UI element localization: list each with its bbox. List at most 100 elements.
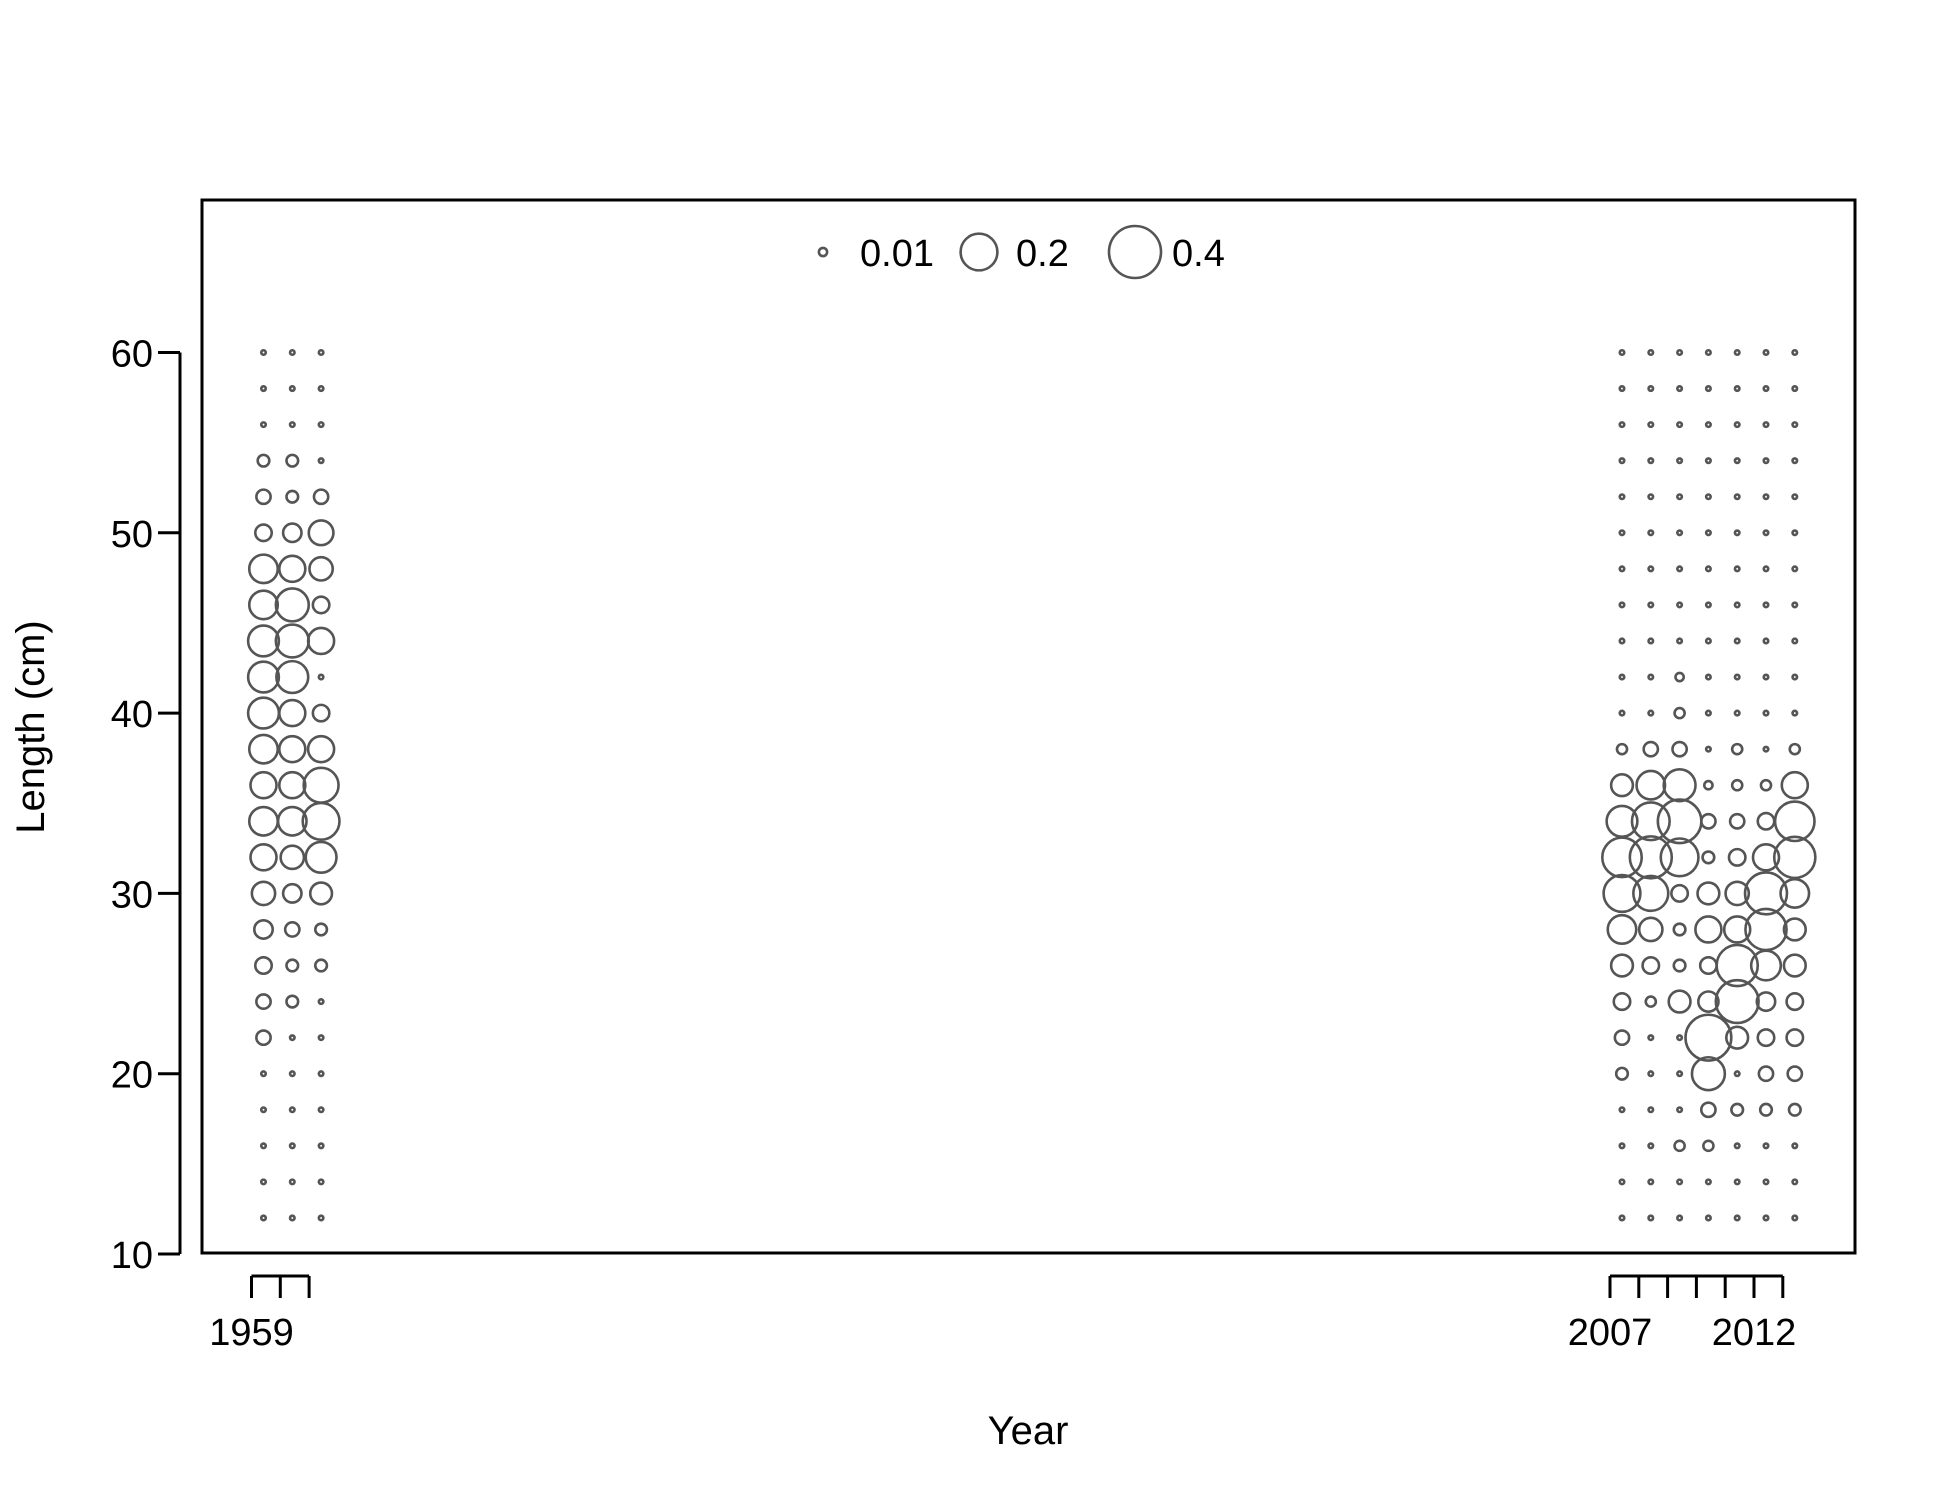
bubble (1618, 385, 1626, 393)
bubble (1762, 493, 1770, 501)
bubble (1647, 709, 1655, 717)
bubble (274, 623, 311, 659)
bubble (1762, 1178, 1770, 1186)
bubble (1615, 742, 1629, 756)
bubble (1676, 1106, 1684, 1114)
bubble (288, 348, 296, 357)
bubble (1791, 673, 1799, 681)
bubble (1618, 673, 1626, 681)
bubble (1780, 770, 1810, 800)
bubble (1704, 601, 1712, 609)
bubble (275, 659, 310, 695)
bubble (1762, 421, 1770, 429)
bubble (1759, 778, 1773, 792)
bubble (1733, 1178, 1741, 1186)
bubble (277, 770, 307, 800)
bubble (1704, 709, 1712, 717)
bubble (1647, 637, 1655, 645)
y-tick-label: 20 (111, 1055, 153, 1097)
bubble (1772, 835, 1817, 880)
bubble (1659, 837, 1700, 878)
bubble (1609, 953, 1635, 978)
bubble (1730, 742, 1744, 756)
bubble (1602, 873, 1642, 914)
bubble (317, 1034, 325, 1042)
bubble (250, 880, 277, 907)
bubble (249, 843, 278, 872)
plot-frame (200, 198, 1857, 1255)
legend-bubble (959, 232, 999, 272)
bubble (1613, 1029, 1631, 1047)
bubble (255, 1029, 272, 1047)
bubble (1618, 1106, 1626, 1114)
bubble (1725, 1025, 1750, 1050)
bubble (1782, 917, 1807, 942)
bubble (1785, 992, 1805, 1012)
y-axis: 10 20 30 40 50 60 (111, 334, 182, 1277)
bubble (1628, 835, 1674, 880)
bubble (317, 457, 325, 465)
bubble (1715, 943, 1760, 988)
bubble (259, 1178, 268, 1186)
bubble (311, 703, 331, 723)
bubble (1647, 565, 1655, 573)
bubble (274, 587, 311, 623)
bubble (1724, 880, 1751, 907)
bubble (1714, 978, 1760, 1025)
bubble (1676, 1178, 1684, 1186)
bubble (1704, 745, 1712, 753)
bubble (1647, 457, 1655, 465)
bubble (288, 1142, 296, 1150)
bubble (1641, 955, 1661, 976)
bubble (285, 489, 300, 504)
bubble (285, 958, 300, 973)
bubble (1791, 565, 1799, 573)
bubble (317, 1214, 325, 1222)
bubble (1788, 742, 1802, 756)
bubble (1733, 457, 1741, 465)
bubble (1779, 877, 1811, 909)
bubble (288, 421, 296, 429)
bubble (1722, 915, 1752, 944)
bubble (247, 733, 280, 765)
bubble (1618, 1214, 1626, 1222)
bubble (304, 840, 338, 875)
bubble (313, 922, 329, 937)
bubble (317, 421, 325, 429)
bubble (288, 385, 296, 393)
bubble (1756, 811, 1776, 831)
bubble (256, 453, 271, 468)
bubble (1662, 767, 1697, 803)
bubble (306, 626, 336, 656)
bubble (277, 734, 307, 764)
bubble (1704, 348, 1712, 357)
bubble (1791, 1214, 1799, 1222)
bubble (1791, 709, 1799, 717)
bubble (1676, 457, 1684, 465)
bubble (317, 1070, 325, 1078)
bubble (1704, 1178, 1712, 1186)
bubble (1755, 991, 1777, 1013)
bubble (253, 955, 274, 976)
bubble (1762, 1142, 1770, 1150)
bubble (1791, 1142, 1799, 1150)
bubble (259, 1070, 268, 1078)
bubble (1733, 493, 1741, 501)
bubble (1698, 955, 1718, 976)
bubble (1618, 493, 1626, 501)
bubble (1704, 529, 1712, 537)
bubble (285, 994, 300, 1009)
bubble (1791, 457, 1799, 465)
bubble (1782, 953, 1807, 978)
bubble (255, 993, 272, 1011)
bubble (246, 660, 281, 694)
bubble (1647, 601, 1655, 609)
bubble (1791, 348, 1799, 357)
bubble (1743, 871, 1789, 916)
bubble (1757, 1065, 1775, 1083)
bubble (1676, 493, 1684, 501)
bubble (288, 1178, 296, 1186)
bubble (1699, 1101, 1717, 1119)
bubble (1647, 1034, 1655, 1042)
bubble (1676, 637, 1684, 645)
